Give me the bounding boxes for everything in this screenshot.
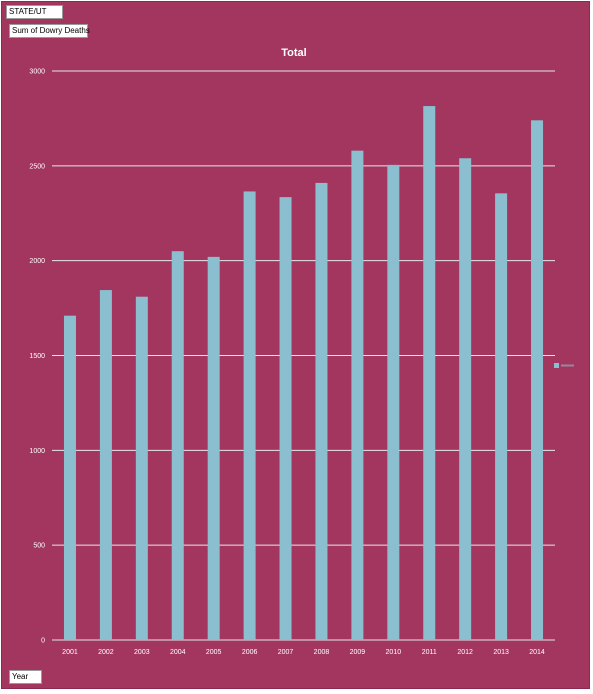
bars: [63, 106, 544, 641]
x-tick-label: 2014: [529, 649, 545, 656]
bar-2004: [171, 251, 184, 640]
y-tick-label: 0: [41, 638, 45, 645]
x-tick-label: 2009: [350, 649, 366, 656]
legend: [554, 363, 574, 368]
x-tick-label: 2003: [134, 649, 150, 656]
bar-2006: [243, 191, 256, 640]
bar-2008: [315, 182, 328, 641]
x-tick-label: 2013: [493, 649, 509, 656]
year-axis-field-button[interactable]: Year: [9, 670, 42, 684]
values-field-button[interactable]: Sum of Dowry Deaths: [9, 24, 90, 38]
bar-2007: [279, 197, 292, 640]
bar-2014: [531, 120, 544, 640]
bar-2013: [495, 193, 508, 640]
y-axis-ticks: 0 500 1000 1500 2000 2500 3000: [29, 69, 45, 645]
legend-swatch: [554, 363, 559, 368]
y-tick-label: 3000: [29, 69, 45, 76]
bar-2005: [207, 256, 220, 640]
y-tick-label: 2500: [29, 163, 45, 170]
state-filter-button[interactable]: STATE/UT: [6, 5, 63, 19]
legend-entry-mark: [561, 364, 574, 367]
y-tick-label: 1500: [29, 353, 45, 360]
x-tick-label: 2010: [386, 649, 402, 656]
bar-2010: [387, 164, 400, 640]
bar-2012: [459, 158, 472, 640]
x-tick-label: 2005: [206, 649, 222, 656]
bar-2009: [351, 150, 364, 640]
bar-2001: [63, 315, 76, 640]
x-tick-label: 2006: [242, 649, 258, 656]
y-tick-label: 2000: [29, 258, 45, 265]
x-tick-label: 2004: [170, 649, 186, 656]
bar-2011: [423, 106, 436, 641]
gridlines: [52, 70, 555, 641]
x-axis-ticks: 2001 2002 2003 2004 2005 2006 2007 2008 2009 2010…: [62, 649, 545, 656]
y-tick-label: 1000: [29, 448, 45, 455]
bar-2002: [99, 290, 112, 640]
x-tick-label: 2011: [422, 649, 437, 656]
y-tick-label: 500: [33, 543, 45, 550]
x-tick-label: 2001: [62, 649, 78, 656]
bar-2003: [135, 296, 148, 640]
chart-title: Total: [281, 47, 306, 59]
x-tick-label: 2012: [457, 649, 473, 656]
x-tick-label: 2008: [314, 649, 330, 656]
x-tick-label: 2007: [278, 649, 294, 656]
x-tick-label: 2002: [98, 649, 114, 656]
